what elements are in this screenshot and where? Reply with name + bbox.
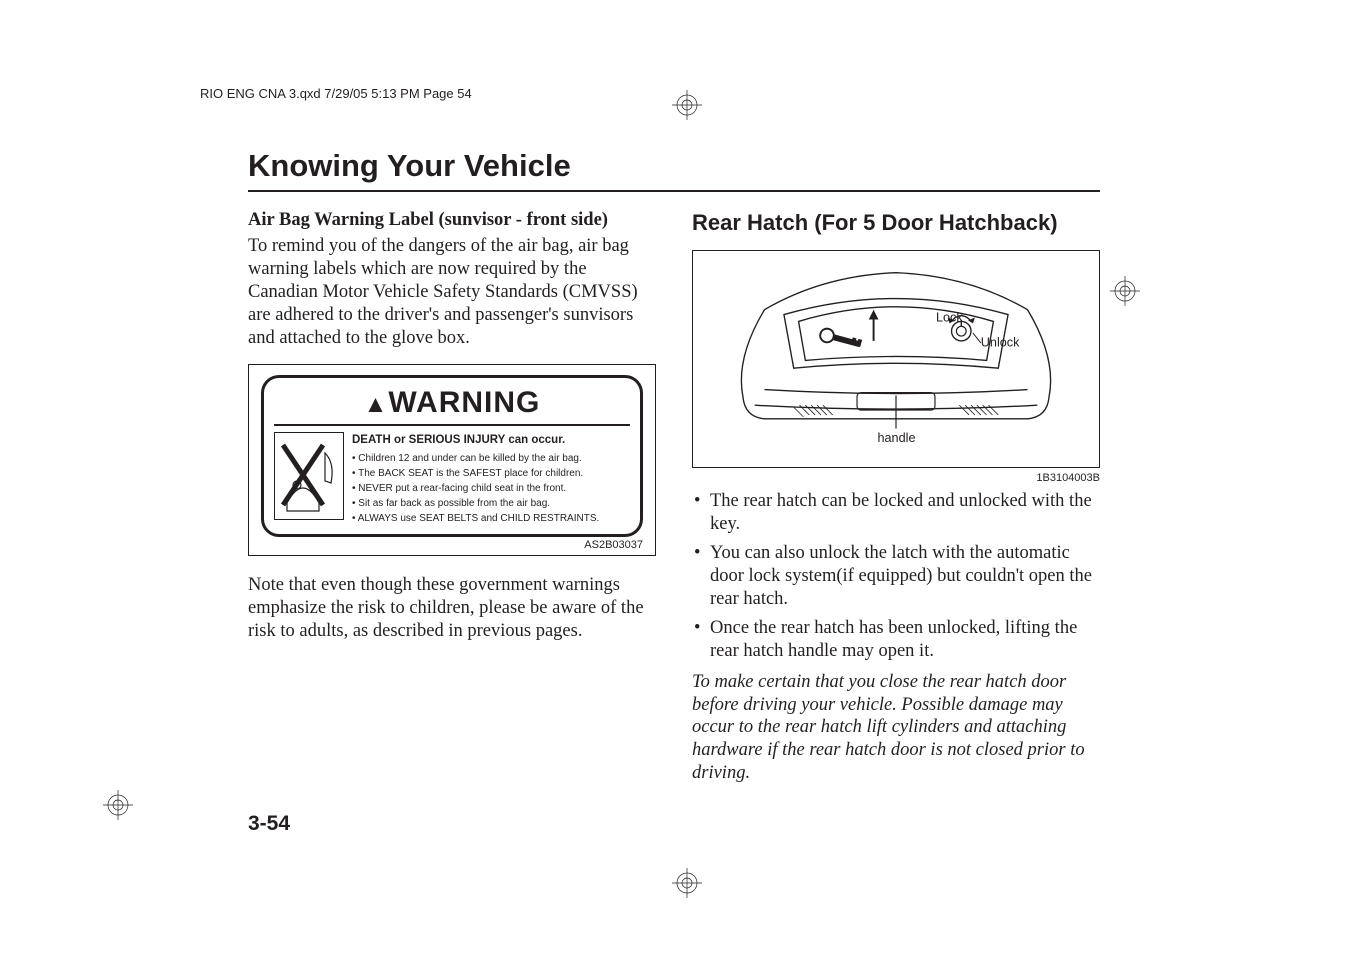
warning-line: • The BACK SEAT is the SAFEST place for …	[352, 466, 630, 481]
file-header-text: RIO ENG CNA 3.qxd 7/29/05 5:13 PM Page 5…	[200, 86, 472, 101]
list-item: The rear hatch can be locked and unlocke…	[692, 490, 1100, 536]
warning-text-block: DEATH or SERIOUS INJURY can occur. • Chi…	[352, 432, 630, 526]
page-content: Knowing Your Vehicle Air Bag Warning Lab…	[248, 148, 1100, 785]
handle-label: handle	[877, 431, 915, 445]
two-column-layout: Air Bag Warning Label (sunvisor - front …	[248, 210, 1100, 785]
right-column: Rear Hatch (For 5 Door Hatchback)	[692, 210, 1100, 785]
rear-hatch-figure: Lock Unlock handle	[692, 250, 1100, 468]
figure-caption-right: 1B3104003B	[692, 472, 1100, 484]
warning-title: ▲WARNING	[274, 386, 630, 426]
subsection-heading: Air Bag Warning Label (sunvisor - front …	[248, 210, 656, 231]
child-seat-icon	[274, 432, 344, 520]
registration-mark-top	[672, 90, 702, 120]
registration-mark-left	[103, 790, 133, 820]
warning-line: • ALWAYS use SEAT BELTS and CHILD RESTRA…	[352, 511, 630, 526]
page-number: 3-54	[248, 812, 290, 836]
warning-headline: DEATH or SERIOUS INJURY can occur.	[352, 432, 630, 449]
registration-mark-right	[1110, 276, 1140, 306]
car-rear-diagram: Lock Unlock handle	[703, 261, 1089, 451]
section-title: Rear Hatch (For 5 Door Hatchback)	[692, 210, 1100, 236]
warning-box: ▲WARNING D	[261, 375, 643, 537]
note-paragraph: Note that even though these government w…	[248, 574, 656, 643]
registration-mark-bottom	[672, 868, 702, 898]
warning-line: • NEVER put a rear-facing child seat in …	[352, 481, 630, 496]
bullet-list: The rear hatch can be locked and unlocke…	[692, 490, 1100, 663]
chapter-title: Knowing Your Vehicle	[248, 148, 1100, 192]
warning-label-figure: ▲WARNING D	[248, 364, 656, 556]
italic-note: To make certain that you close the rear …	[692, 671, 1100, 786]
intro-paragraph: To remind you of the dangers of the air …	[248, 235, 656, 350]
unlock-label: Unlock	[981, 336, 1020, 350]
left-column: Air Bag Warning Label (sunvisor - front …	[248, 210, 656, 785]
figure-caption-left: AS2B03037	[261, 539, 643, 551]
list-item: Once the rear hatch has been unlocked, l…	[692, 617, 1100, 663]
warning-line: • Sit as far back as possible from the a…	[352, 496, 630, 511]
warning-line: • Children 12 and under can be killed by…	[352, 451, 630, 466]
list-item: You can also unlock the latch with the a…	[692, 542, 1100, 611]
lock-label: Lock	[936, 310, 963, 324]
